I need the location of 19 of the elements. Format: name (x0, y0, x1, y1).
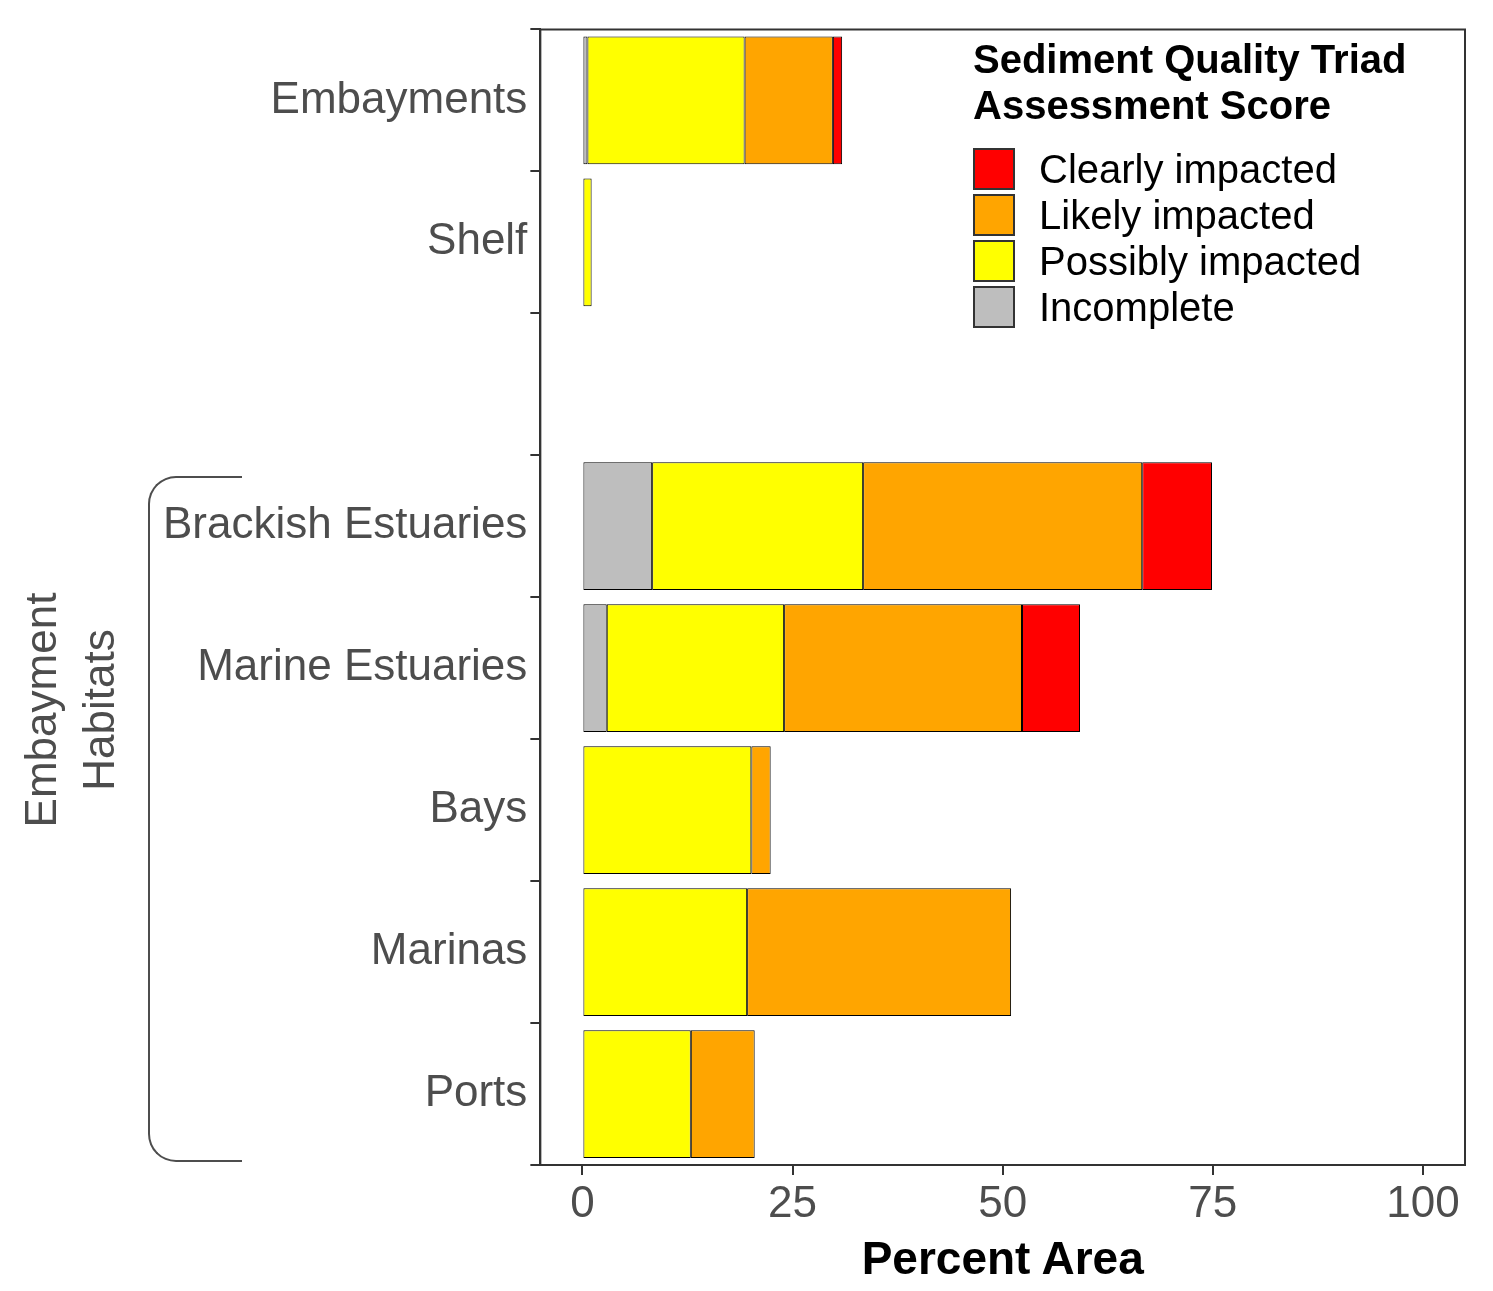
x-tick-label: 100 (1386, 1176, 1460, 1226)
text: Embayment Habitats (15, 591, 124, 830)
legend-label: Possibly impacted (1039, 238, 1362, 284)
x-tick-label: 0 (570, 1176, 595, 1226)
legend-label: Likely impacted (1039, 192, 1315, 238)
x-tick-label: 25 (768, 1176, 818, 1226)
y-tick-label: Brackish Estuaries (162, 498, 528, 548)
x-tick-label: 75 (1188, 1176, 1238, 1226)
y-tick-label: Bays (429, 782, 528, 832)
y-tick-label: Embayments (270, 72, 528, 122)
legend-label: Clearly impacted (1039, 146, 1337, 192)
x-axis-title: Percent Area (861, 1232, 1145, 1285)
y-tick-label: Shelf (427, 214, 529, 264)
y-tick-label: Ports (424, 1066, 528, 1116)
legend-label: Incomplete (1039, 284, 1235, 330)
x-tick-label: 50 (978, 1176, 1028, 1226)
y-tick-label: Marinas (370, 924, 528, 974)
y-tick-label: Marine Estuaries (197, 640, 528, 690)
legend-title: Sediment Quality Triad Assessment Score (973, 36, 1408, 128)
